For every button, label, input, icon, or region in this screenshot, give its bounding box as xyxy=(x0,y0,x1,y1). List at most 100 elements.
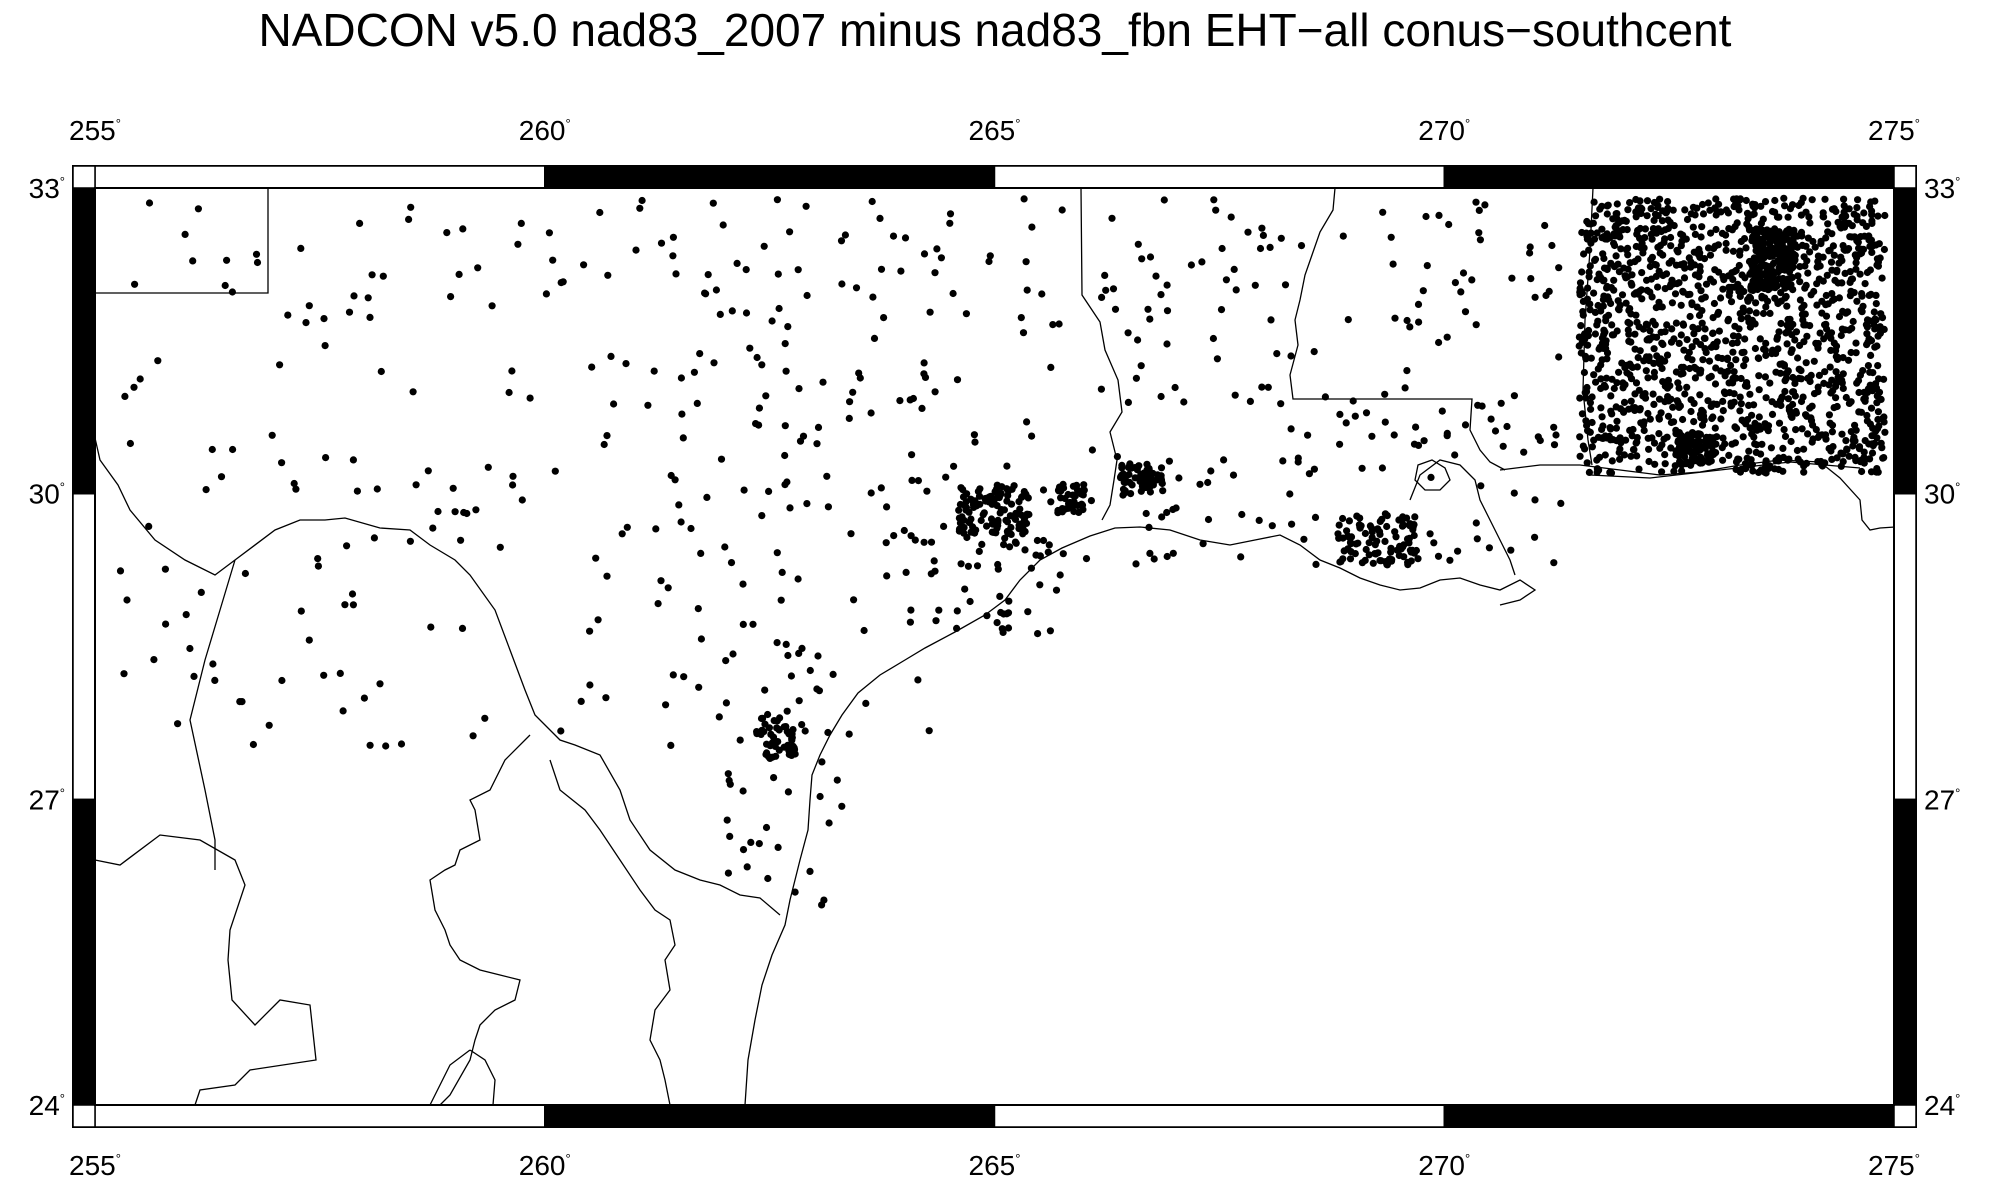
survey-point xyxy=(1873,434,1881,442)
survey-point xyxy=(1101,271,1109,279)
survey-point xyxy=(1645,457,1653,466)
survey-point xyxy=(314,555,322,563)
survey-point xyxy=(850,596,858,604)
survey-point xyxy=(1351,412,1359,420)
survey-point xyxy=(654,600,662,608)
survey-point xyxy=(1159,487,1167,495)
survey-point xyxy=(1711,380,1720,388)
frame-band-left xyxy=(72,187,96,495)
survey-point xyxy=(1871,315,1879,323)
survey-point xyxy=(1696,443,1704,451)
lon-tick-label-top: 265° xyxy=(969,115,1021,146)
survey-point xyxy=(877,265,886,273)
lat-tick-label-right: 30° xyxy=(1924,479,1960,510)
survey-point xyxy=(1709,450,1718,459)
survey-point xyxy=(1366,522,1374,530)
survey-point xyxy=(1839,370,1847,378)
survey-point xyxy=(1662,208,1671,216)
survey-point xyxy=(1832,347,1840,355)
survey-point xyxy=(1761,373,1769,381)
survey-point xyxy=(1267,316,1275,324)
survey-point xyxy=(1443,429,1451,437)
survey-point xyxy=(1335,521,1343,529)
survey-point xyxy=(1785,455,1793,463)
survey-point xyxy=(1658,441,1666,449)
survey-point xyxy=(1346,555,1355,563)
survey-point xyxy=(1735,325,1743,333)
survey-point xyxy=(1679,288,1687,296)
survey-point xyxy=(1461,421,1470,429)
survey-point xyxy=(1230,265,1238,273)
survey-point xyxy=(1127,490,1135,498)
survey-point xyxy=(818,758,826,766)
survey-point xyxy=(1736,407,1744,415)
survey-point xyxy=(1459,269,1468,277)
survey-point xyxy=(774,843,782,852)
survey-point xyxy=(764,710,772,719)
survey-point xyxy=(208,445,216,454)
survey-point xyxy=(1552,431,1560,439)
survey-point xyxy=(1412,423,1420,431)
survey-point xyxy=(1476,236,1484,244)
survey-point xyxy=(1598,202,1606,210)
survey-point xyxy=(1779,467,1787,475)
frame-corner xyxy=(72,165,96,189)
survey-point xyxy=(1873,342,1881,350)
survey-point xyxy=(123,596,131,604)
survey-point xyxy=(1697,287,1705,295)
survey-point xyxy=(1612,437,1621,445)
survey-point xyxy=(409,388,417,396)
survey-point xyxy=(1583,421,1591,430)
survey-point xyxy=(1281,281,1290,289)
survey-point xyxy=(1750,319,1758,327)
survey-point xyxy=(1047,498,1055,506)
survey-point xyxy=(1475,229,1483,237)
survey-point xyxy=(284,311,292,319)
survey-point xyxy=(1006,543,1014,551)
survey-point xyxy=(1664,198,1672,206)
survey-point xyxy=(1867,337,1876,345)
survey-point xyxy=(1704,439,1712,447)
survey-point xyxy=(1650,198,1658,207)
survey-point xyxy=(1706,206,1714,214)
survey-point xyxy=(996,592,1004,601)
survey-point xyxy=(1039,486,1048,494)
survey-point xyxy=(1268,522,1276,530)
survey-point xyxy=(1681,390,1689,398)
survey-point xyxy=(341,601,349,609)
survey-point xyxy=(678,410,686,418)
survey-point xyxy=(1880,325,1888,333)
survey-point xyxy=(1787,437,1795,446)
survey-point xyxy=(1451,279,1459,287)
survey-point xyxy=(773,549,781,557)
survey-point xyxy=(669,252,677,260)
survey-point xyxy=(514,240,522,248)
survey-point xyxy=(652,525,660,533)
survey-point xyxy=(1878,274,1886,282)
survey-point xyxy=(1869,369,1877,377)
survey-point xyxy=(1827,258,1836,266)
survey-point xyxy=(1791,379,1799,387)
survey-point xyxy=(890,532,898,540)
survey-point xyxy=(672,270,680,278)
survey-point xyxy=(1717,294,1725,302)
survey-point xyxy=(1430,539,1438,547)
survey-point xyxy=(1586,306,1594,314)
survey-point xyxy=(1586,399,1594,407)
survey-point xyxy=(154,357,162,365)
survey-point xyxy=(1721,440,1729,448)
survey-point xyxy=(1732,465,1740,473)
survey-point xyxy=(930,557,938,565)
survey-point xyxy=(1779,444,1787,452)
survey-point xyxy=(997,489,1005,497)
survey-point xyxy=(447,293,455,301)
survey-point xyxy=(1287,352,1295,360)
survey-point xyxy=(697,635,706,643)
survey-point xyxy=(463,509,471,518)
survey-point xyxy=(723,816,731,824)
survey-point xyxy=(1718,229,1726,237)
survey-point xyxy=(1732,424,1741,432)
survey-point xyxy=(1800,468,1808,476)
survey-point xyxy=(1098,293,1106,301)
survey-point xyxy=(1692,337,1700,345)
